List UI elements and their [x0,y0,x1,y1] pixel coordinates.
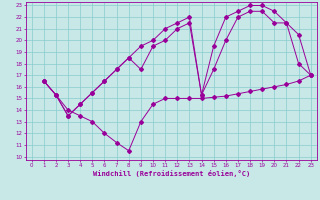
X-axis label: Windchill (Refroidissement éolien,°C): Windchill (Refroidissement éolien,°C) [92,170,250,177]
